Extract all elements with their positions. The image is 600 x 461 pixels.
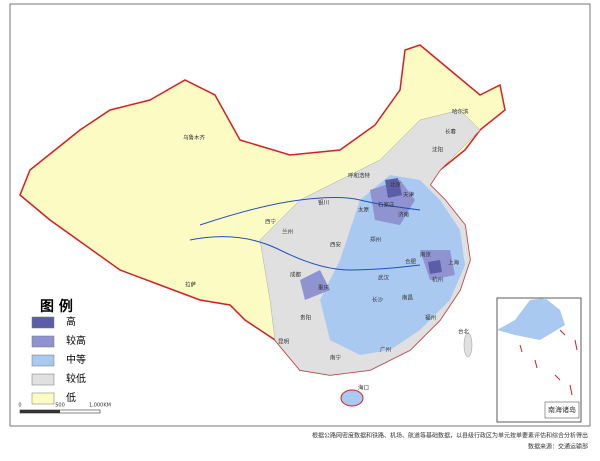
city-label: 海口	[358, 384, 369, 392]
city-label: 哈尔滨	[452, 108, 469, 116]
legend-swatch	[31, 392, 55, 405]
city-labels: 乌鲁木齐 哈尔滨 长春 沈阳 呼和浩特 北京 天津 石家庄 太原 银川 济南 西…	[183, 108, 470, 392]
inset-title: 南海诸岛	[548, 405, 576, 414]
city-label: 济南	[398, 211, 410, 219]
city-label: 石家庄	[378, 201, 395, 209]
city-label: 重庆	[318, 284, 330, 292]
city-label: 长沙	[372, 296, 384, 304]
inset-boundary	[519, 329, 578, 396]
scale-bar: 0 500 1,000KM	[18, 403, 111, 414]
legend-swatch	[31, 373, 55, 386]
legend-label: 低	[66, 391, 76, 404]
city-label: 上海	[448, 259, 460, 267]
scale-bar-fill	[20, 410, 60, 413]
city-label: 武汉	[378, 274, 390, 282]
region-medium	[320, 175, 465, 355]
city-label: 郑州	[370, 236, 381, 244]
city-label: 沈阳	[432, 146, 443, 154]
city-label: 长春	[445, 128, 457, 136]
legend-swatch	[31, 335, 55, 348]
inset-land	[497, 298, 565, 340]
city-label: 呼和浩特	[348, 172, 371, 180]
legend-label: 较低	[66, 372, 86, 385]
legend-swatch	[31, 316, 55, 329]
city-label: 西安	[330, 241, 342, 249]
city-label: 杭州	[432, 276, 443, 284]
city-label: 合肥	[405, 258, 417, 266]
city-label: 兰州	[282, 228, 293, 236]
city-label: 拉萨	[185, 281, 197, 289]
footnote: 根据公路网密度数据和铁路、机场、航道等基础数据，以县级行政区为单元按单要素评估和…	[312, 432, 588, 440]
footnote: 数据来源：交通运输部	[528, 443, 588, 451]
region-high	[385, 178, 442, 274]
city-label: 贵阳	[300, 314, 311, 322]
city-label: 天津	[403, 192, 415, 199]
city-label: 南昌	[402, 294, 413, 302]
city-label: 西宁	[265, 218, 277, 226]
city-label: 福州	[425, 314, 436, 322]
legend-label: 较高	[66, 334, 86, 347]
city-label: 北京	[390, 181, 402, 189]
legend-swatch	[31, 354, 55, 367]
city-label: 乌鲁木齐	[183, 134, 206, 142]
hainan	[340, 389, 364, 407]
river	[189, 197, 421, 271]
inset: 南海诸岛	[496, 297, 582, 423]
city-label: 广州	[380, 346, 391, 354]
city-label: 南京	[420, 251, 432, 259]
city-label: 南宁	[330, 354, 342, 362]
city-label: 昆明	[278, 339, 290, 346]
city-label: 台北	[458, 328, 470, 336]
scale-label: 0	[18, 403, 21, 409]
legend-title: 图 例	[40, 298, 73, 315]
scale-label: 500	[55, 403, 65, 409]
taiwan	[463, 332, 473, 358]
inset-label-box	[544, 401, 580, 419]
scale-label: 1,000KM	[89, 403, 111, 409]
city-label: 成都	[290, 271, 302, 279]
legend-label: 高	[66, 315, 76, 328]
city-label: 太原	[358, 206, 370, 214]
legend-label: 中等	[66, 353, 86, 366]
city-label: 银川	[318, 199, 329, 207]
